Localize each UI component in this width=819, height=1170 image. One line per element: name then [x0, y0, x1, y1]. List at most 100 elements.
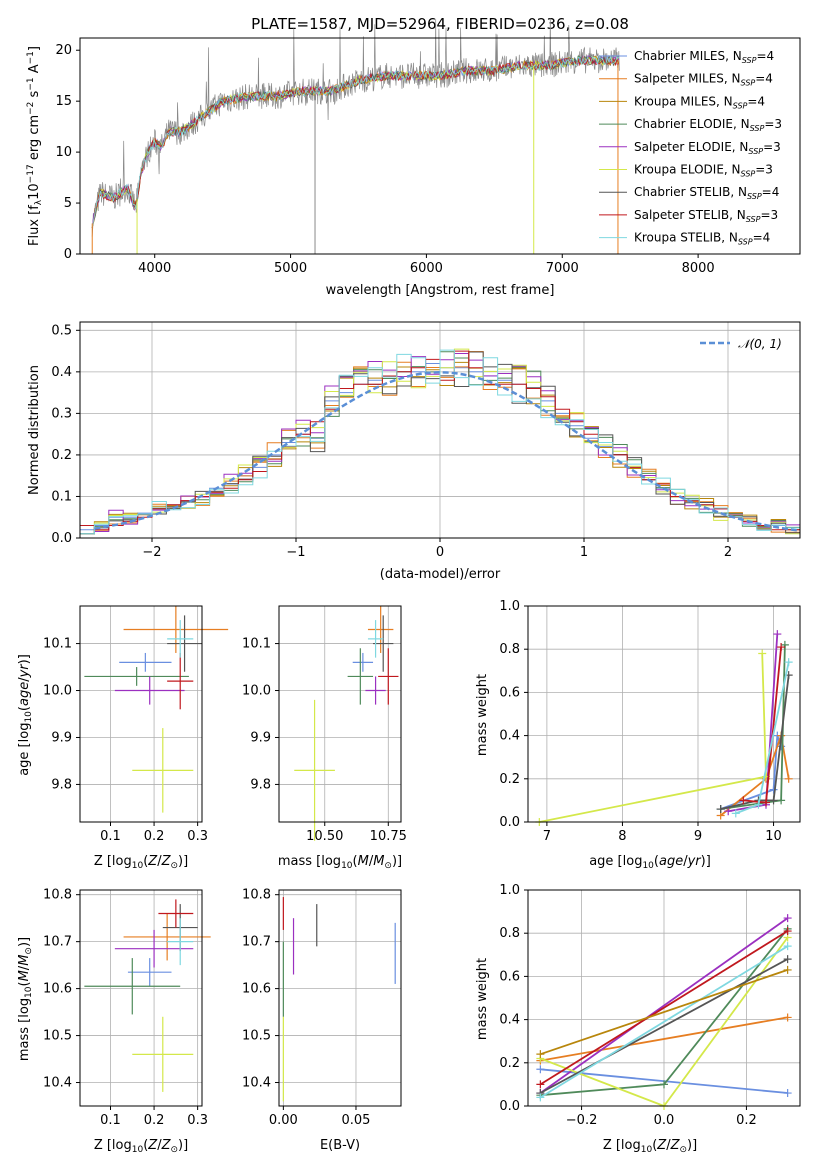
residual-xtick-label: −1: [286, 545, 305, 560]
spectrum-frame: [79, 37, 801, 255]
residual-ytick-label: 0.5: [51, 323, 72, 338]
weight-marker: [769, 796, 778, 805]
ytick-label: 0.6: [499, 969, 520, 984]
ytick-label: 0.4: [499, 729, 520, 744]
spectrum-xtick-label: 6000: [410, 261, 443, 276]
xtick-label: 0.1: [100, 829, 121, 844]
legend-label: Salpeter STELIB, NSSP=3: [634, 208, 778, 224]
ytick-label: 10.4: [242, 1076, 271, 1091]
xtick-label: 9: [694, 829, 702, 844]
ytick-label: 0.2: [499, 1056, 520, 1071]
xtick-label: 0.00: [269, 1113, 298, 1128]
spectrum-panel: PLATE=1587, MJD=52964, FIBERID=0236, z=0…: [26, 15, 801, 298]
weight-vs-age-panel: 7 8 9 10 0.0 0.2 0.4 0.6 0.8 1.0: [499, 599, 801, 844]
residual-xlabel: (data-model)/error: [380, 567, 501, 582]
weight-line: [539, 945, 789, 1099]
weight-marker: [780, 640, 789, 649]
legend-label: Kroupa STELIB, NSSP=4: [634, 231, 770, 247]
age-vs-metallicity-panel: 0.1 0.2 0.3 9.8 9.9 10.0 10.1: [43, 605, 229, 844]
legend-label: Kroupa MILES, NSSP=4: [634, 94, 765, 110]
ytick-label: 9.9: [51, 730, 72, 745]
xtick-label: 0.05: [341, 1113, 370, 1128]
spectrum-xtick-label: 5000: [274, 261, 307, 276]
weight-line: [539, 653, 767, 823]
mass-vs-ebv-panel: 0.00 0.05 10.4 10.5 10.6 10.7 10.8: [242, 888, 402, 1128]
ytick-label: 10.8: [242, 888, 271, 903]
weight-marker: [769, 785, 778, 794]
panel-frame: [79, 605, 203, 823]
ytick-label: 10.7: [242, 935, 271, 950]
weight-line: [540, 969, 788, 1056]
mass-z-xlabel: Z [log10(Z/Z⊙)]: [94, 1138, 188, 1155]
residual-xtick-label: 0: [436, 545, 444, 560]
weight-marker: [783, 1013, 792, 1022]
model-spectrum-line: [91, 55, 620, 229]
mass-ebv-xlabel: E(B-V): [320, 1138, 360, 1153]
ytick-label: 1.0: [499, 599, 520, 614]
ytick-label: 1.0: [499, 883, 520, 898]
xtick-label: 0.3: [187, 1113, 208, 1128]
panel-frame: [527, 605, 801, 823]
weight-marker: [784, 658, 793, 667]
ytick-label: 0.0: [499, 815, 520, 830]
legend-label: Chabrier ELODIE, NSSP=3: [634, 117, 782, 133]
weight-marker: [783, 965, 792, 974]
residual-ytick-label: 0.4: [51, 365, 72, 380]
legend-label: Chabrier STELIB, NSSP=4: [634, 185, 779, 201]
weight-marker: [536, 1080, 545, 1089]
weight-marker: [536, 1050, 545, 1059]
residual-xtick-label: −2: [142, 545, 161, 560]
gaussian-legend-label: 𝒩(0, 1): [738, 337, 782, 351]
weight-line: [539, 958, 789, 1094]
xtick-label: 10.50: [306, 829, 343, 844]
age-z-ylabel: age [log10(age/yr)]: [17, 654, 34, 776]
xtick-label: 8: [618, 829, 626, 844]
ytick-label: 10.6: [242, 982, 271, 997]
mass-z-ylabel: mass [log10(M/M⊙)]: [17, 937, 34, 1061]
panel-frame: [527, 889, 801, 1107]
ytick-label: 10.8: [43, 888, 72, 903]
weight-marker: [783, 955, 792, 964]
weight-marker: [762, 798, 770, 807]
weight-line: [539, 930, 789, 1086]
residual-legend: 𝒩(0, 1): [700, 337, 782, 351]
ytick-label: 10.1: [43, 637, 72, 652]
ytick-label: 10.4: [43, 1076, 72, 1091]
weight-marker: [724, 807, 733, 816]
model-spectrum-line: [91, 54, 620, 229]
ytick-label: 0.2: [499, 772, 520, 787]
xtick-label: 0.3: [187, 829, 208, 844]
ytick-label: 0.0: [499, 1099, 520, 1114]
residual-xtick-label: 2: [724, 545, 732, 560]
xtick-label: 7: [543, 829, 551, 844]
gaussian-reference-curve: [94, 371, 801, 532]
legend-label: Chabrier MILES, NSSP=4: [634, 49, 774, 65]
ytick-label: 0.8: [499, 642, 520, 657]
legend-label: Kroupa ELODIE, NSSP=3: [634, 163, 773, 179]
weight-z-ylabel: mass weight: [475, 958, 490, 1040]
weight-age-ylabel: mass weight: [475, 674, 490, 756]
weight-line: [539, 917, 789, 1094]
ytick-label: 10.5: [43, 1029, 72, 1044]
weight-marker: [731, 809, 740, 818]
weight-marker: [777, 643, 786, 652]
weight-vs-metallicity-panel: −0.2 0.0 0.2 0.0 0.2 0.4 0.6 0.8 1.0: [499, 883, 801, 1128]
weight-marker: [660, 1080, 668, 1089]
residual-ytick-label: 0.0: [51, 531, 72, 546]
legend-label: Salpeter MILES, NSSP=4: [634, 72, 773, 88]
spectrum-xlabel: wavelength [Angstrom, rest frame]: [326, 283, 555, 298]
spectrum-ytick-label: 5: [64, 196, 72, 211]
xtick-label: 0.2: [144, 829, 165, 844]
mass-vs-metallicity-panel: 0.1 0.2 0.3 10.4 10.5 10.6 10.7 10.8: [43, 888, 211, 1128]
spectrum-xtick-label: 4000: [138, 261, 171, 276]
weight-line: [728, 634, 779, 813]
weight-marker: [536, 1065, 545, 1074]
weight-z-xlabel: Z [log10(Z/Z⊙)]: [603, 1138, 697, 1155]
weight-marker: [783, 927, 792, 936]
spectrum-ytick-label: 0: [64, 247, 72, 262]
ytick-label: 9.9: [250, 730, 271, 745]
weight-marker: [784, 774, 793, 783]
age-z-xlabel: Z [log10(Z/Z⊙)]: [94, 854, 188, 871]
weight-marker: [716, 805, 725, 814]
